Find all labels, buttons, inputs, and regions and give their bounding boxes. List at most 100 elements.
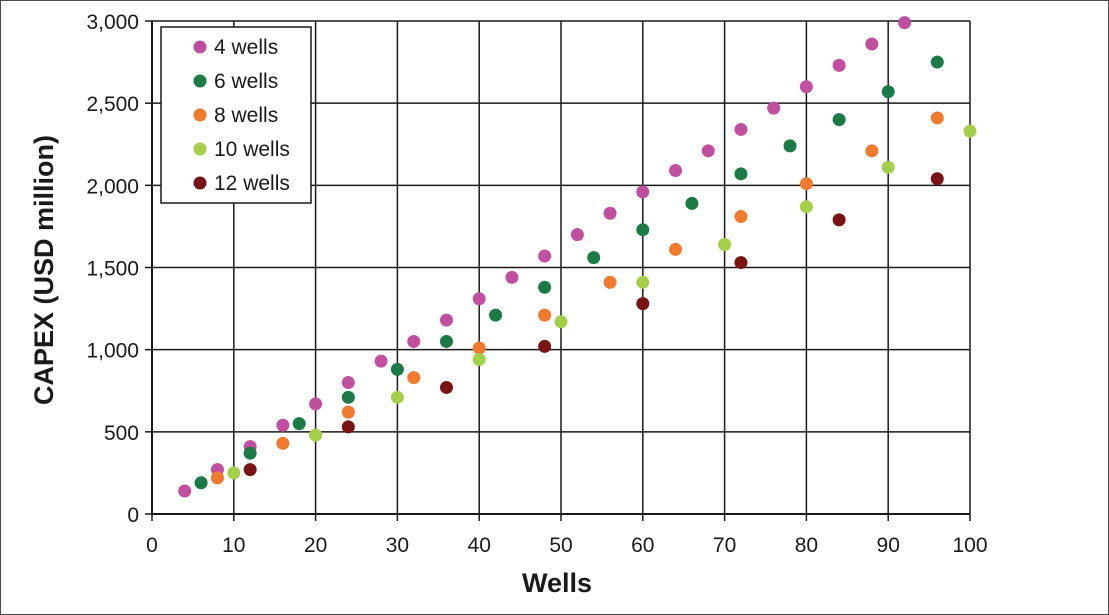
point-10-wells bbox=[472, 353, 486, 367]
legend-label: 6 wells bbox=[214, 70, 278, 93]
point-4-wells bbox=[341, 376, 355, 390]
point-8-wells bbox=[865, 144, 879, 158]
point-4-wells bbox=[472, 292, 486, 306]
point-10-wells bbox=[390, 390, 404, 404]
point-6-wells bbox=[832, 113, 846, 127]
point-4-wells bbox=[538, 249, 552, 263]
y-tick-label: 1,000 bbox=[86, 340, 139, 363]
point-10-wells bbox=[881, 160, 895, 174]
point-12-wells bbox=[636, 297, 650, 311]
point-4-wells bbox=[439, 313, 453, 327]
point-8-wells bbox=[669, 242, 683, 256]
x-tick-label: 30 bbox=[386, 534, 409, 557]
point-12-wells bbox=[930, 172, 944, 186]
legend-marker bbox=[193, 108, 207, 122]
legend-marker bbox=[193, 74, 207, 88]
point-6-wells bbox=[243, 446, 257, 460]
point-4-wells bbox=[603, 206, 617, 220]
point-6-wells bbox=[685, 196, 699, 210]
legend-label: 10 wells bbox=[214, 138, 290, 161]
point-10-wells bbox=[799, 200, 813, 214]
point-12-wells bbox=[341, 420, 355, 434]
x-tick-label: 70 bbox=[713, 534, 736, 557]
point-6-wells bbox=[292, 417, 306, 431]
point-6-wells bbox=[881, 85, 895, 99]
legend: 4 wells 6 wells 8 wells 10 wells 12 wells bbox=[160, 26, 312, 204]
x-tick-label: 50 bbox=[549, 534, 572, 557]
point-4-wells bbox=[374, 354, 388, 368]
y-tick-label: 1,500 bbox=[86, 258, 139, 281]
point-8-wells bbox=[734, 210, 748, 224]
point-4-wells bbox=[669, 164, 683, 178]
point-6-wells bbox=[194, 476, 208, 490]
point-6-wells bbox=[636, 223, 650, 237]
point-6-wells bbox=[587, 251, 601, 265]
point-4-wells bbox=[407, 334, 421, 348]
legend-label: 4 wells bbox=[214, 36, 278, 59]
point-6-wells bbox=[783, 139, 797, 153]
point-10-wells bbox=[636, 275, 650, 289]
x-tick-label: 90 bbox=[877, 534, 900, 557]
point-6-wells bbox=[341, 390, 355, 404]
point-4-wells bbox=[832, 58, 846, 72]
x-tick-label: 100 bbox=[952, 534, 987, 557]
point-8-wells bbox=[603, 275, 617, 289]
y-tick-label: 2,500 bbox=[86, 93, 139, 116]
point-6-wells bbox=[390, 362, 404, 376]
point-8-wells bbox=[799, 177, 813, 191]
point-10-wells bbox=[718, 237, 732, 251]
point-6-wells bbox=[538, 280, 552, 294]
y-tick-label: 0 bbox=[127, 504, 139, 527]
point-12-wells bbox=[243, 463, 257, 477]
point-12-wells bbox=[439, 380, 453, 394]
point-8-wells bbox=[472, 341, 486, 355]
x-tick-label: 20 bbox=[304, 534, 327, 557]
point-4-wells bbox=[276, 418, 290, 432]
point-4-wells bbox=[767, 101, 781, 115]
point-4-wells bbox=[636, 185, 650, 199]
point-12-wells bbox=[832, 213, 846, 227]
point-4-wells bbox=[799, 80, 813, 94]
y-tick-label: 2,000 bbox=[86, 175, 139, 198]
legend-marker bbox=[193, 40, 207, 54]
point-10-wells bbox=[227, 466, 241, 480]
point-6-wells bbox=[489, 308, 503, 322]
x-tick-label: 0 bbox=[146, 534, 158, 557]
x-tick-label: 60 bbox=[631, 534, 654, 557]
legend-marker bbox=[193, 176, 207, 190]
data-points bbox=[178, 16, 977, 498]
x-tick-label: 10 bbox=[222, 534, 245, 557]
point-12-wells bbox=[734, 256, 748, 270]
point-10-wells bbox=[554, 315, 568, 329]
legend-marker bbox=[193, 142, 207, 156]
y-axis-title: CAPEX (USD million) bbox=[29, 135, 59, 405]
y-tick-label: 500 bbox=[104, 422, 139, 445]
point-8-wells bbox=[930, 111, 944, 125]
point-4-wells bbox=[178, 484, 192, 498]
point-6-wells bbox=[734, 167, 748, 181]
point-8-wells bbox=[538, 308, 552, 322]
x-tick-label: 40 bbox=[468, 534, 491, 557]
point-10-wells bbox=[309, 428, 323, 442]
tick-labels: 0 10 20 30 40 50 60 70 80 90 100 0 500 1,000 1,500 2,00… bbox=[86, 11, 987, 557]
y-tick-label: 3,000 bbox=[86, 11, 139, 34]
point-4-wells bbox=[309, 397, 323, 411]
point-4-wells bbox=[734, 122, 748, 136]
point-10-wells bbox=[963, 124, 977, 138]
point-8-wells bbox=[210, 471, 224, 485]
point-4-wells bbox=[701, 144, 715, 158]
point-8-wells bbox=[276, 436, 290, 450]
x-axis-title: Wells bbox=[522, 568, 592, 598]
point-4-wells bbox=[898, 16, 912, 30]
legend-box bbox=[160, 26, 312, 204]
point-8-wells bbox=[407, 371, 421, 385]
point-4-wells bbox=[570, 228, 584, 242]
x-tick-label: 80 bbox=[795, 534, 818, 557]
legend-label: 8 wells bbox=[214, 104, 278, 127]
point-8-wells bbox=[341, 405, 355, 419]
point-4-wells bbox=[865, 37, 879, 51]
legend-label: 12 wells bbox=[214, 172, 290, 195]
point-12-wells bbox=[538, 339, 552, 353]
point-4-wells bbox=[505, 270, 519, 284]
